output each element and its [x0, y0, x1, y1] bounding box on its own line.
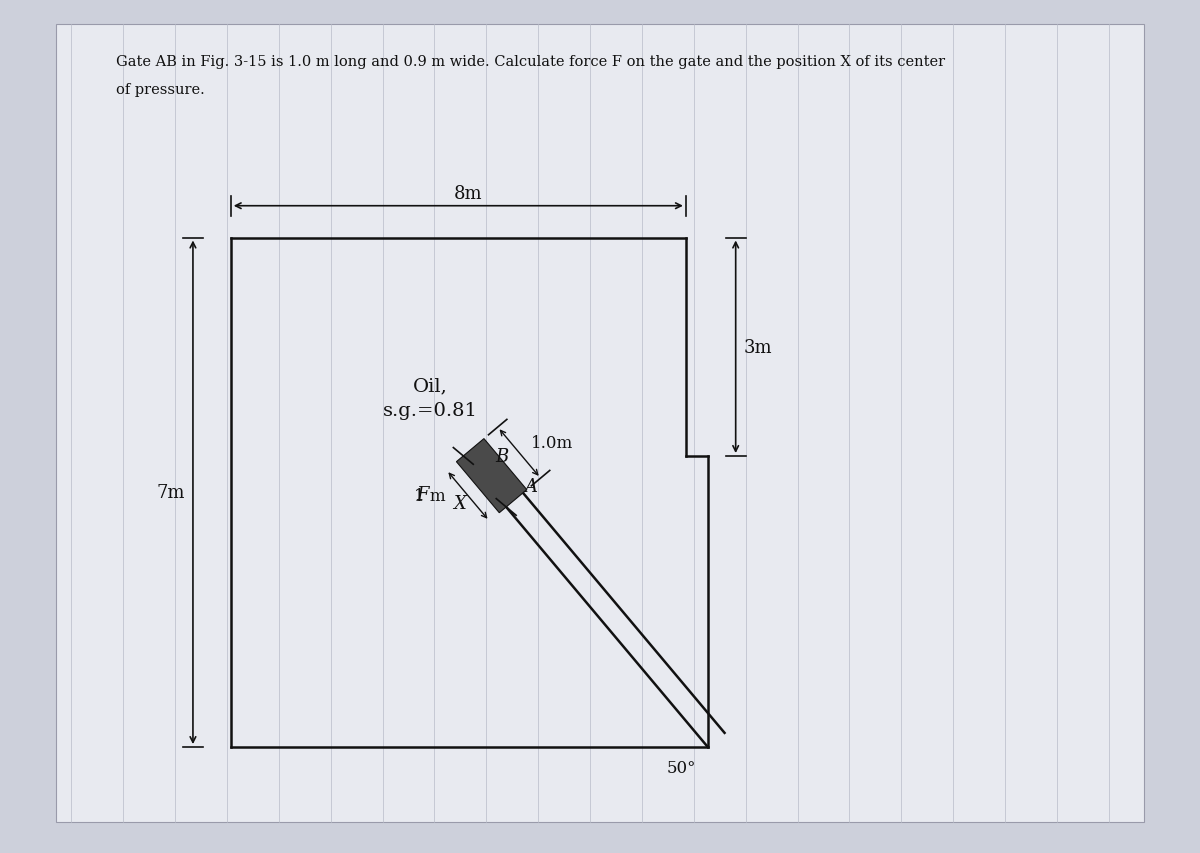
Text: 1.0m: 1.0m — [530, 435, 572, 452]
Polygon shape — [456, 439, 527, 514]
Text: 7m: 7m — [156, 484, 185, 502]
FancyBboxPatch shape — [56, 26, 1144, 821]
Text: B: B — [496, 447, 509, 466]
Text: of pressure.: of pressure. — [116, 83, 205, 97]
Text: X: X — [454, 495, 467, 513]
Text: Gate AB in Fig. 3-15 is 1.0 m long and 0.9 m wide. Calculate force F on the gate: Gate AB in Fig. 3-15 is 1.0 m long and 0… — [116, 55, 946, 69]
Text: 8m: 8m — [454, 184, 482, 202]
Text: 3m: 3m — [744, 339, 773, 357]
Text: F: F — [416, 485, 428, 503]
Text: Oil,
s.g.=0.81: Oil, s.g.=0.81 — [383, 377, 478, 420]
Text: 1 m: 1 m — [414, 487, 446, 504]
Text: A: A — [524, 478, 538, 496]
Text: 50°: 50° — [666, 759, 696, 776]
